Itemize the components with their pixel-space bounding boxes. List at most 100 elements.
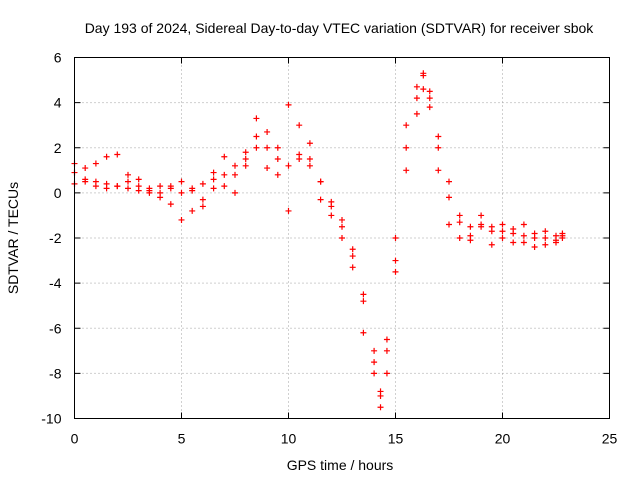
data-point xyxy=(232,162,238,169)
data-point xyxy=(360,291,367,298)
data-point xyxy=(103,153,110,160)
data-point xyxy=(317,196,324,203)
x-tick-label: 20 xyxy=(495,431,511,447)
data-point xyxy=(510,225,517,232)
data-point xyxy=(210,176,217,183)
data-point xyxy=(413,110,420,117)
data-point xyxy=(221,171,228,178)
y-tick-label: 6 xyxy=(54,50,62,66)
data-point xyxy=(92,183,99,190)
data-point xyxy=(125,178,131,185)
y-tick-label: -2 xyxy=(49,230,62,246)
data-point xyxy=(210,169,217,176)
data-point xyxy=(531,244,538,251)
data-point xyxy=(392,235,399,241)
data-point xyxy=(413,95,420,102)
data-series xyxy=(71,70,566,411)
data-point xyxy=(199,196,206,203)
data-point xyxy=(478,212,485,219)
data-point xyxy=(499,228,506,235)
data-point xyxy=(253,133,260,140)
y-tick-label: 0 xyxy=(54,185,62,201)
x-tick-labels: 0 5 10 15 20 25 xyxy=(71,431,618,447)
series-arc-3 xyxy=(71,86,566,395)
data-point xyxy=(146,187,153,194)
data-point xyxy=(542,228,549,235)
data-point xyxy=(383,347,390,354)
series-arc-1 xyxy=(71,72,566,399)
series-arc-2 xyxy=(71,70,566,411)
data-point xyxy=(178,216,185,223)
data-point xyxy=(296,151,303,158)
chart-title: Day 193 of 2024, Sidereal Day-to-day VTE… xyxy=(85,20,595,36)
data-point xyxy=(403,122,410,129)
data-point xyxy=(317,178,324,185)
data-point xyxy=(339,216,345,223)
x-tick-label: 5 xyxy=(178,431,186,447)
data-point xyxy=(264,144,271,151)
data-point xyxy=(125,171,131,178)
data-point xyxy=(349,253,356,260)
data-point xyxy=(542,241,549,248)
data-point xyxy=(135,176,142,183)
data-point xyxy=(167,201,174,208)
data-point xyxy=(199,180,206,187)
y-tick-label: -10 xyxy=(41,411,61,427)
data-point xyxy=(167,183,174,190)
data-point xyxy=(559,235,566,241)
data-point xyxy=(339,223,345,230)
data-point xyxy=(189,187,196,194)
y-tick-labels: -10 -8 -6 -4 -2 0 2 4 6 xyxy=(41,50,61,427)
data-point xyxy=(296,122,303,129)
x-tick-label: 25 xyxy=(602,431,618,447)
data-point xyxy=(103,185,110,192)
data-point xyxy=(392,257,399,264)
data-point xyxy=(328,212,335,219)
data-point xyxy=(435,133,442,140)
data-point xyxy=(349,246,356,253)
data-point xyxy=(435,144,442,151)
data-point xyxy=(274,156,281,163)
data-point xyxy=(92,160,99,167)
data-point xyxy=(420,70,427,77)
data-point xyxy=(403,144,410,151)
data-point xyxy=(531,230,538,237)
y-tick-label: -6 xyxy=(49,320,62,336)
axis-ticks xyxy=(74,57,610,419)
x-axis-label: GPS time / hours xyxy=(287,457,394,473)
data-point xyxy=(264,165,271,172)
data-point xyxy=(456,235,463,241)
data-point xyxy=(285,101,292,108)
y-tick-label: 4 xyxy=(54,95,62,111)
data-point xyxy=(446,194,452,201)
y-axis-label: SDTVAR / TECUs xyxy=(5,182,21,294)
data-point xyxy=(520,221,527,228)
data-point xyxy=(520,239,527,246)
data-point xyxy=(285,207,292,214)
data-point xyxy=(253,115,260,122)
data-point xyxy=(426,88,433,95)
data-point xyxy=(232,171,238,178)
data-point xyxy=(306,162,313,169)
data-point xyxy=(371,359,378,366)
x-tick-label: 15 xyxy=(388,431,404,447)
data-point xyxy=(178,178,185,185)
data-point xyxy=(125,185,131,192)
data-point xyxy=(403,167,410,174)
data-point xyxy=(499,221,506,228)
data-point xyxy=(274,144,281,151)
data-point xyxy=(456,212,463,219)
data-point xyxy=(199,203,206,210)
data-point xyxy=(157,189,164,196)
data-point xyxy=(435,167,442,174)
data-point xyxy=(242,162,249,169)
y-tick-label: -4 xyxy=(49,275,62,291)
x-tick-label: 0 xyxy=(71,431,79,447)
y-tick-label: 2 xyxy=(54,140,62,156)
data-point xyxy=(82,165,89,172)
data-point xyxy=(189,207,196,214)
data-point xyxy=(377,388,384,395)
data-point xyxy=(339,235,345,241)
data-point xyxy=(264,128,271,135)
